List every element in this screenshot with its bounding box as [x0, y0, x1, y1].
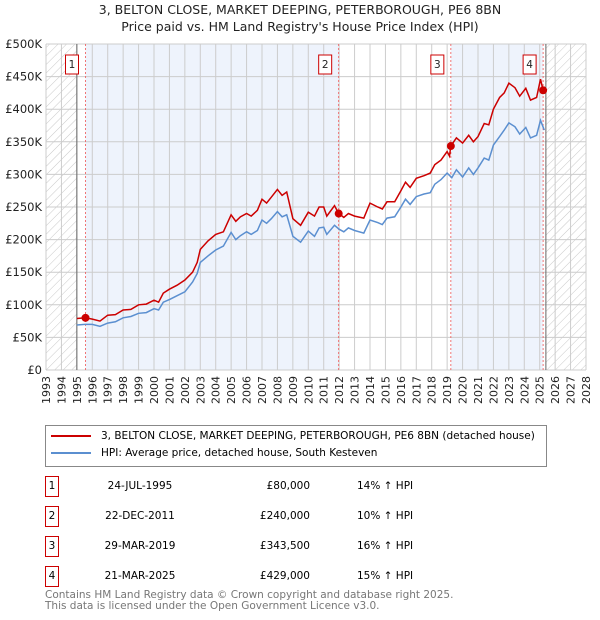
- series-line-hpi: [76, 117, 545, 328]
- x-tick-label: 2019: [441, 376, 454, 404]
- sale-point: [446, 142, 455, 151]
- x-tick-label: 2002: [179, 376, 192, 404]
- sale-label-number: 1: [69, 59, 76, 71]
- legend-item-property: 3, BELTON CLOSE, MARKET DEEPING, PETERBO…: [51, 430, 535, 442]
- x-tick-label: 2018: [426, 376, 439, 404]
- table-row: 3 29-MAR-2019 £343,500 16% ↑ HPI: [45, 536, 445, 557]
- x-tick-label: 2005: [225, 376, 238, 404]
- x-tick-label: 1997: [102, 376, 115, 404]
- sale-label-box: [430, 54, 445, 75]
- sale-date: 21-MAR-2025: [104, 570, 176, 582]
- sale-marker-num: 3: [45, 536, 59, 557]
- x-tick-label: 2001: [163, 376, 176, 404]
- sale-label-box: [64, 54, 79, 75]
- y-tick-label: £450K: [5, 70, 42, 84]
- table-row: 1 24-JUL-1995 £80,000 14% ↑ HPI: [45, 476, 445, 497]
- y-tick-label: £400K: [5, 102, 42, 116]
- chart-subtitle: Price paid vs. HM Land Registry's House …: [121, 19, 479, 34]
- sale-date: 22-DEC-2011: [105, 510, 175, 522]
- legend-item-hpi: HPI: Average price, detached house, Sout…: [51, 447, 377, 459]
- y-tick-label: £150K: [5, 265, 42, 279]
- sale-point: [539, 86, 548, 95]
- sale-marker-num: 2: [45, 506, 59, 527]
- sale-hpi: 10% ↑ HPI: [357, 510, 414, 522]
- x-tick-label: 1999: [133, 376, 146, 404]
- y-tick-label: £500K: [5, 37, 42, 51]
- price-chart: 1993 1994 1995 1996 1997 1998 1999 2000 2001 2002…: [5, 37, 593, 404]
- x-tick-label: 2014: [364, 376, 377, 404]
- sale-date: 24-JUL-1995: [107, 480, 173, 492]
- x-tick-label: 2009: [287, 376, 300, 404]
- legend-label-hpi: HPI: Average price, detached house, Sout…: [101, 447, 378, 459]
- x-tick-label: 2008: [271, 376, 284, 404]
- x-tick-label: 2016: [395, 376, 408, 404]
- x-tick-label: 2021: [472, 376, 485, 404]
- x-tick-label: 1995: [71, 376, 84, 404]
- x-tick-label: 2025: [534, 376, 547, 404]
- x-tick-label: 2020: [457, 376, 470, 404]
- x-tick-label: 2006: [241, 376, 254, 404]
- legend-label-property: 3, BELTON CLOSE, MARKET DEEPING, PETERBO…: [101, 430, 535, 442]
- sale-label-number: 3: [434, 59, 441, 71]
- sale-price: £80,000: [266, 480, 310, 492]
- x-tick-label: 2004: [210, 376, 223, 404]
- sale-point: [81, 313, 90, 322]
- x-tick-label: 2003: [194, 376, 207, 404]
- table-row: 2 22-DEC-2011 £240,000 10% ↑ HPI: [45, 506, 445, 527]
- sale-marker-num: 4: [45, 566, 59, 587]
- sale-marker-num: 1: [45, 476, 59, 497]
- sale-point: [334, 209, 343, 218]
- sale-price: £240,000: [259, 510, 310, 522]
- x-tick-label: 2007: [256, 376, 269, 404]
- x-tick-label: 2010: [302, 376, 315, 404]
- x-tick-label: 2028: [580, 376, 593, 404]
- y-tick-label: £350K: [5, 135, 42, 149]
- x-tick-label: 1998: [117, 376, 130, 404]
- sale-price: £429,000: [259, 570, 310, 582]
- y-tick-label: £50K: [13, 330, 43, 344]
- sale-hpi: 16% ↑ HPI: [357, 540, 414, 552]
- series-line-property: [76, 79, 544, 322]
- x-tick-label: 2026: [549, 376, 562, 404]
- x-tick-label: 2022: [487, 376, 500, 404]
- y-tick-label: £250K: [5, 200, 42, 214]
- y-tick-label: £100K: [5, 298, 42, 312]
- x-tick-label: 2017: [410, 376, 423, 404]
- y-tick-label: £0: [27, 363, 42, 377]
- x-tick-label: 2024: [518, 376, 531, 404]
- legend-line-blue: [51, 452, 91, 454]
- x-tick-label: 2027: [565, 376, 578, 404]
- footer-licence: This data is licensed under the Open Gov…: [45, 600, 380, 612]
- sale-label-box: [318, 54, 333, 75]
- sale-hpi: 14% ↑ HPI: [357, 480, 414, 492]
- x-tick-label: 2015: [379, 376, 392, 404]
- sale-label-number: 4: [526, 59, 533, 71]
- sale-price: £343,500: [259, 540, 310, 552]
- sale-label-box: [522, 54, 537, 75]
- footer: Contains HM Land Registry data © Crown c…: [45, 590, 453, 612]
- y-tick-label: £200K: [5, 233, 42, 247]
- x-tick-label: 2012: [333, 376, 346, 404]
- y-tick-label: £300K: [5, 167, 42, 181]
- legend-line-red: [51, 435, 91, 437]
- legend: 3, BELTON CLOSE, MARKET DEEPING, PETERBO…: [45, 425, 547, 467]
- x-tick-label: 2013: [349, 376, 362, 404]
- chart-title: 3, BELTON CLOSE, MARKET DEEPING, PETERBO…: [98, 2, 502, 17]
- x-tick-label: 1993: [40, 376, 53, 404]
- table-row: 4 21-MAR-2025 £429,000 15% ↑ HPI: [45, 566, 445, 587]
- sale-date: 29-MAR-2019: [104, 540, 176, 552]
- x-tick-label: 2011: [318, 376, 331, 404]
- sale-hpi: 15% ↑ HPI: [357, 570, 414, 582]
- sale-label-number: 2: [322, 59, 329, 71]
- x-tick-label: 2023: [503, 376, 516, 404]
- x-tick-label: 1994: [55, 376, 68, 404]
- x-tick-label: 2000: [148, 376, 161, 404]
- x-tick-label: 1996: [86, 376, 99, 404]
- footer-copyright: Contains HM Land Registry data © Crown c…: [45, 589, 454, 601]
